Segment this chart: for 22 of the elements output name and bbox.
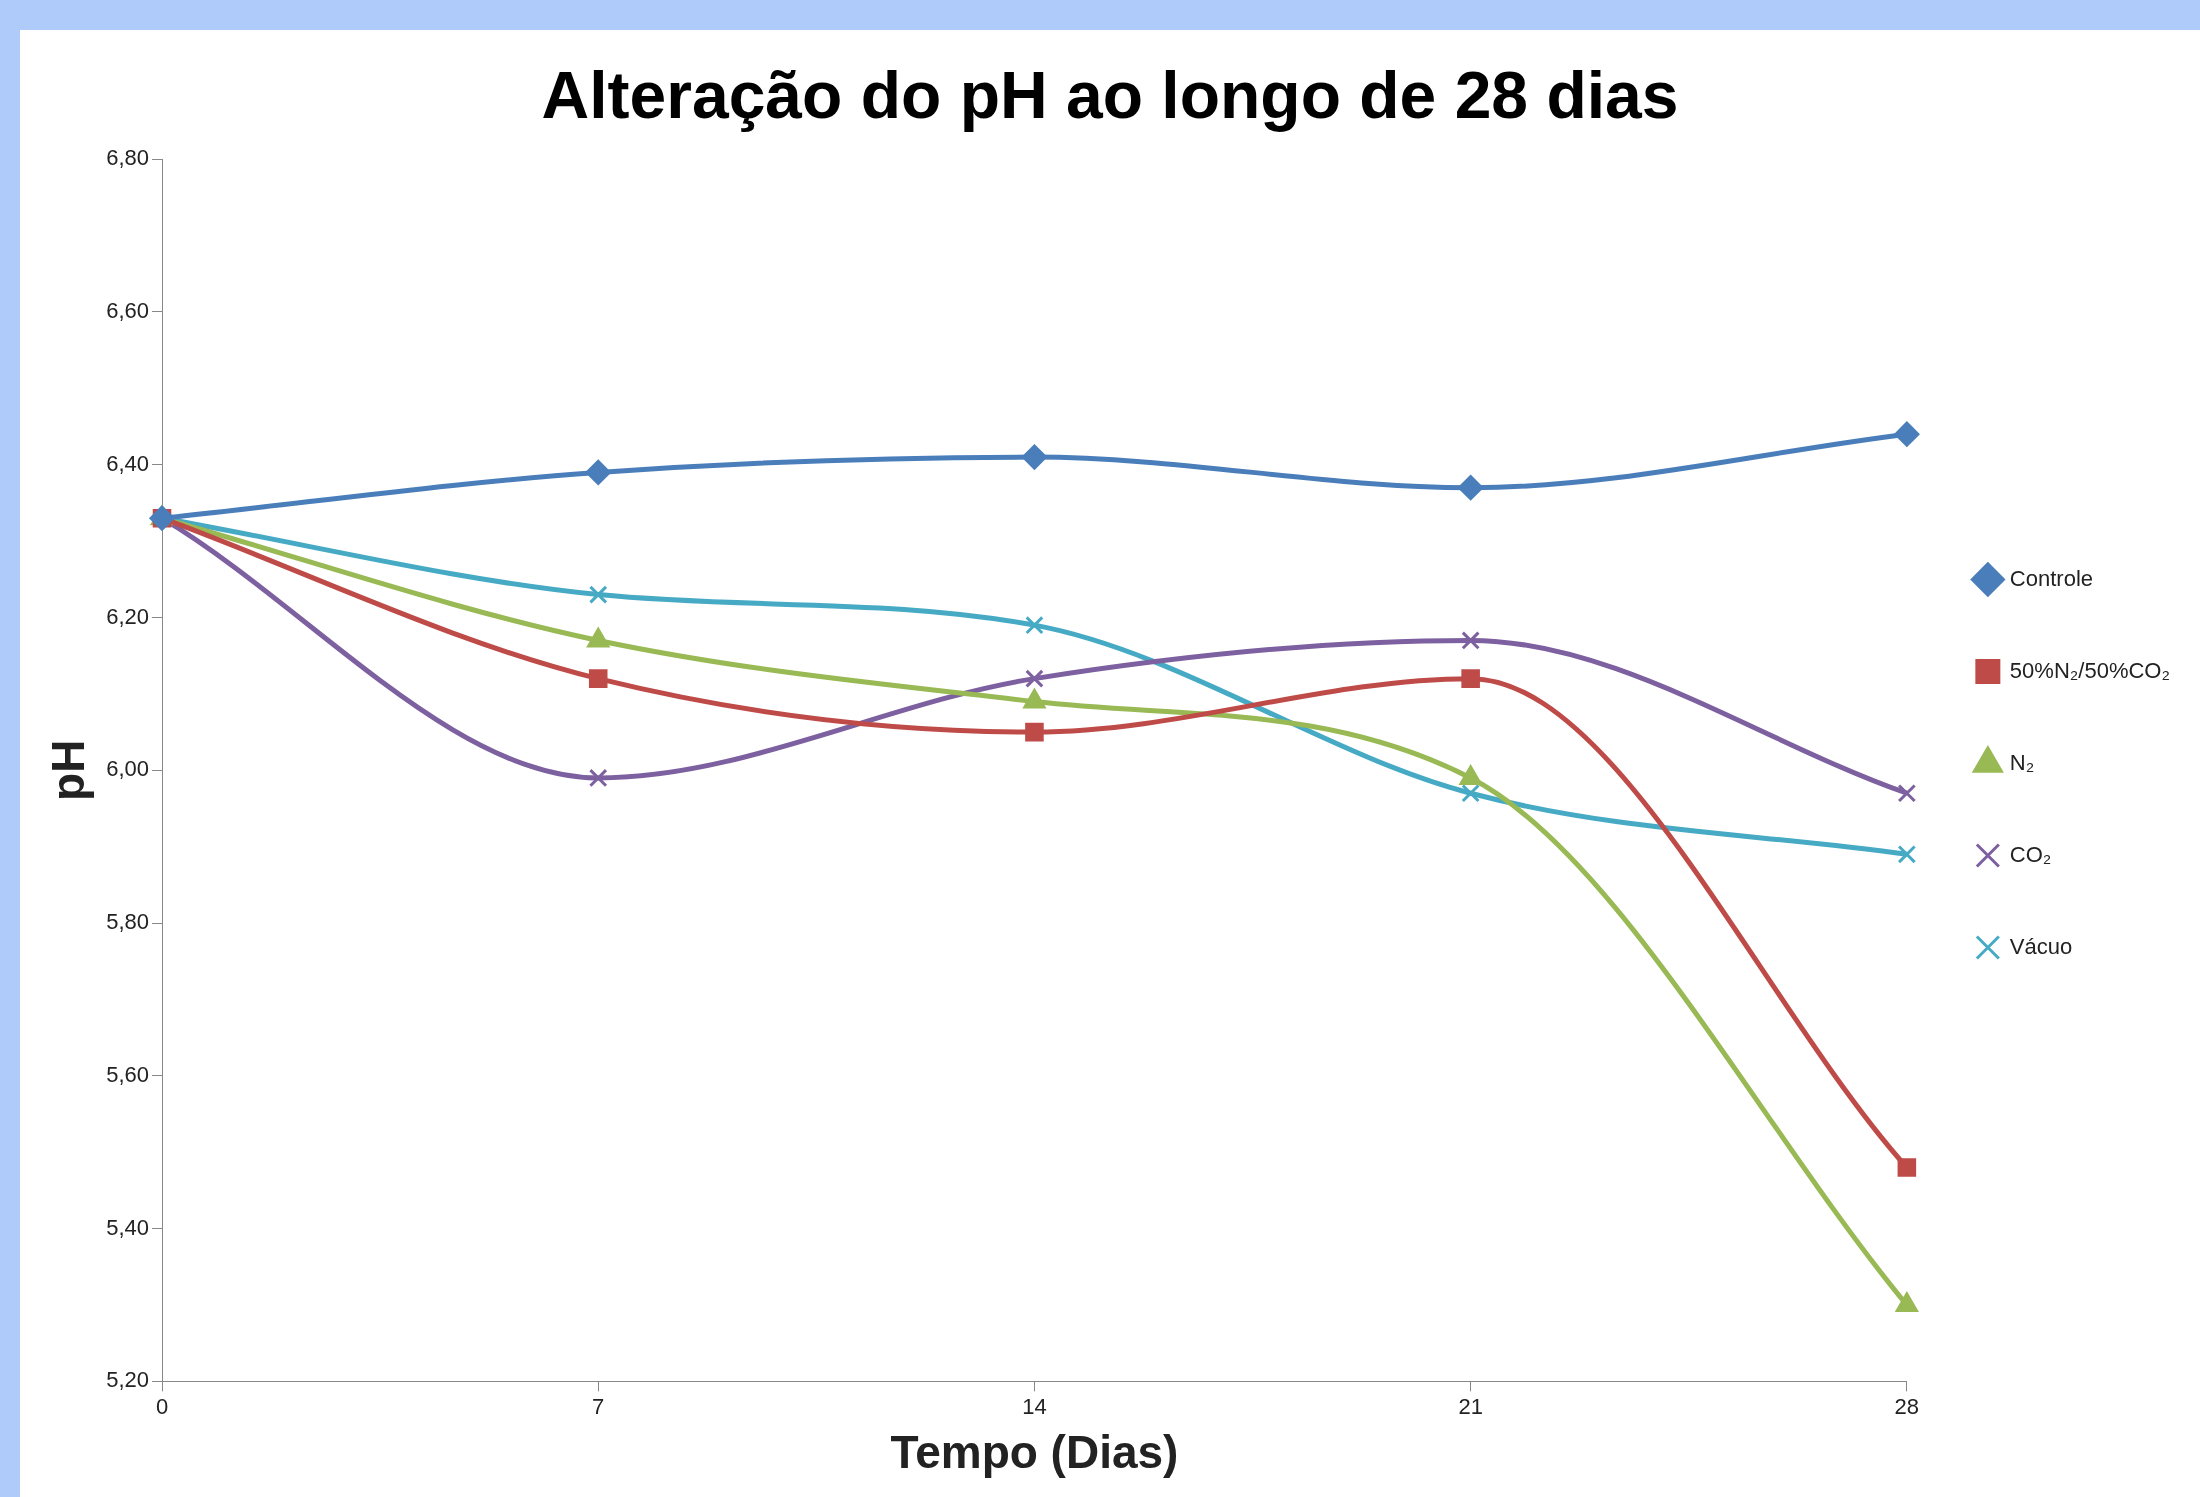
legend-label: N₂: [2009, 749, 2035, 775]
y-tick-label: 6,20: [106, 603, 150, 629]
legend-label: Vácuo: [2009, 933, 2073, 959]
x-tick-label: 14: [1022, 1393, 1047, 1419]
y-tick-label: 6,40: [106, 450, 150, 476]
y-tick-label: 5,60: [106, 1061, 150, 1087]
legend-label: CO₂: [2009, 841, 2052, 867]
x-tick-label: 0: [155, 1393, 169, 1419]
x-axis-title: Tempo (Dias): [890, 1426, 1179, 1479]
legend-label: 50%N₂/50%CO₂: [2009, 657, 2171, 683]
x-tick-label: 28: [1894, 1393, 1920, 1419]
y-tick-label: 6,80: [106, 145, 150, 171]
y-axis-title: pH: [42, 739, 95, 801]
y-tick-label: 5,20: [106, 1367, 150, 1393]
chart-title: Alteração do pH ao longo de 28 dias: [541, 57, 1679, 132]
y-tick-label: 5,40: [106, 1214, 150, 1240]
y-tick-label: 5,80: [106, 909, 150, 935]
y-tick-label: 6,60: [106, 298, 150, 324]
x-tick-label: 21: [1458, 1393, 1483, 1419]
y-tick-label: 6,00: [106, 756, 150, 782]
legend-label: Controle: [2009, 565, 2094, 591]
x-tick-label: 7: [592, 1393, 605, 1419]
